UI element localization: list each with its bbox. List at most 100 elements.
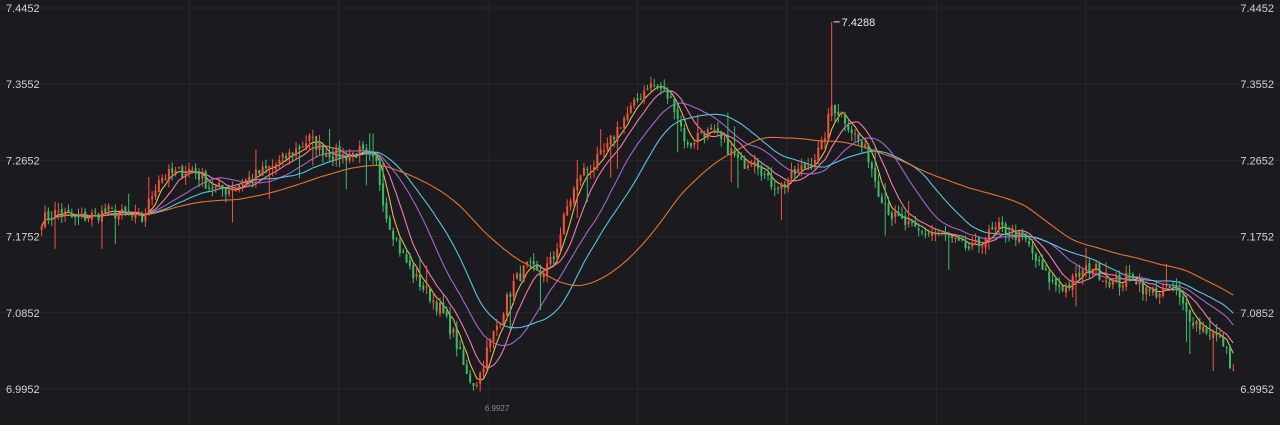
candle-body — [141, 213, 144, 222]
candle-body — [880, 196, 883, 204]
candle-body — [362, 144, 365, 150]
candle-body — [740, 157, 743, 160]
moving-average-lines — [41, 86, 1234, 381]
candle-body — [532, 261, 535, 265]
candle-body — [857, 134, 860, 140]
candle-body — [576, 178, 579, 191]
candle-body — [204, 171, 207, 189]
candle-body — [623, 118, 626, 128]
candle-body — [977, 237, 980, 246]
candle-body — [546, 263, 549, 276]
candle-body — [837, 112, 840, 116]
candle-body — [151, 196, 154, 200]
candle-body — [171, 168, 174, 174]
candle-body — [482, 368, 485, 373]
candle-body — [579, 175, 582, 181]
candle-body — [680, 121, 683, 127]
candle-body — [288, 151, 291, 158]
candle-body — [683, 128, 686, 142]
candle-body — [211, 187, 214, 189]
candle-body — [874, 168, 877, 182]
candle-body — [693, 142, 696, 145]
candle-body — [305, 143, 308, 150]
candle-body — [325, 153, 328, 157]
candle-body — [810, 165, 813, 167]
candle-body — [1018, 231, 1021, 242]
candle-body — [599, 149, 602, 155]
candle-body — [127, 210, 130, 215]
candle-body — [1222, 336, 1225, 347]
candle-body — [917, 228, 920, 231]
candle-body — [131, 215, 134, 217]
candle-body — [609, 135, 612, 144]
y-tick-label-left: 7.2652 — [6, 155, 40, 167]
y-tick-label-right: 7.2652 — [1240, 155, 1274, 167]
candle-body — [1071, 275, 1074, 290]
candle-body — [241, 184, 244, 186]
candle-body — [378, 159, 381, 185]
candle-body — [1128, 273, 1131, 275]
candle-body — [730, 148, 733, 156]
candle-body — [157, 180, 160, 193]
candle-body — [392, 230, 395, 240]
y-tick-label-right: 7.4452 — [1240, 3, 1274, 15]
candle-body — [967, 246, 970, 249]
candle-body — [924, 233, 927, 235]
candle-body — [1182, 296, 1185, 304]
candle-body — [613, 136, 616, 140]
moving-average-line — [41, 90, 1234, 369]
candle-body — [161, 177, 164, 183]
candle-body — [261, 166, 264, 176]
candle-body — [100, 210, 103, 222]
candle-body — [1031, 245, 1034, 254]
candle-body — [268, 166, 271, 170]
candle-body — [1145, 287, 1148, 295]
y-tick-label-left: 7.3552 — [6, 79, 40, 91]
candle-body — [264, 165, 267, 169]
candle-body — [358, 146, 361, 156]
y-tick-label-right: 7.1752 — [1240, 232, 1274, 244]
candle-body — [505, 294, 508, 316]
candle-body — [981, 245, 984, 248]
candle-body — [104, 208, 107, 213]
candle-body — [1232, 369, 1235, 371]
candle-body — [653, 85, 656, 87]
candle-body — [1111, 278, 1114, 285]
candle-body — [60, 208, 63, 216]
candle-body — [164, 178, 167, 180]
candles — [40, 21, 1235, 392]
candle-body — [144, 213, 147, 222]
candle-body — [713, 129, 716, 132]
candle-body — [974, 239, 977, 242]
candle-body — [295, 148, 298, 156]
candle-body — [783, 183, 786, 187]
candle-body — [398, 240, 401, 254]
candle-body — [281, 153, 284, 158]
candle-body — [271, 166, 274, 169]
candle-body — [1101, 280, 1104, 282]
candle-body — [465, 364, 468, 375]
candle-body — [941, 232, 944, 236]
candle-body — [90, 212, 93, 220]
candle-body — [904, 215, 907, 225]
candle-body — [1038, 259, 1041, 262]
candle-body — [646, 88, 649, 90]
candle-body — [194, 168, 197, 174]
candle-body — [519, 273, 522, 282]
candle-body — [1165, 283, 1168, 287]
candle-body — [94, 211, 97, 213]
candle-body — [475, 384, 478, 386]
candle-body — [321, 145, 324, 156]
candle-body — [827, 113, 830, 139]
candle-body — [569, 200, 572, 207]
candle-body — [921, 231, 924, 233]
candle-body — [572, 188, 575, 203]
candle-body — [1098, 263, 1101, 280]
candle-body — [987, 229, 990, 242]
candle-body — [238, 184, 241, 188]
candle-body — [934, 233, 937, 235]
candle-body — [793, 168, 796, 175]
candle-body — [492, 331, 495, 342]
candle-body — [315, 136, 318, 150]
